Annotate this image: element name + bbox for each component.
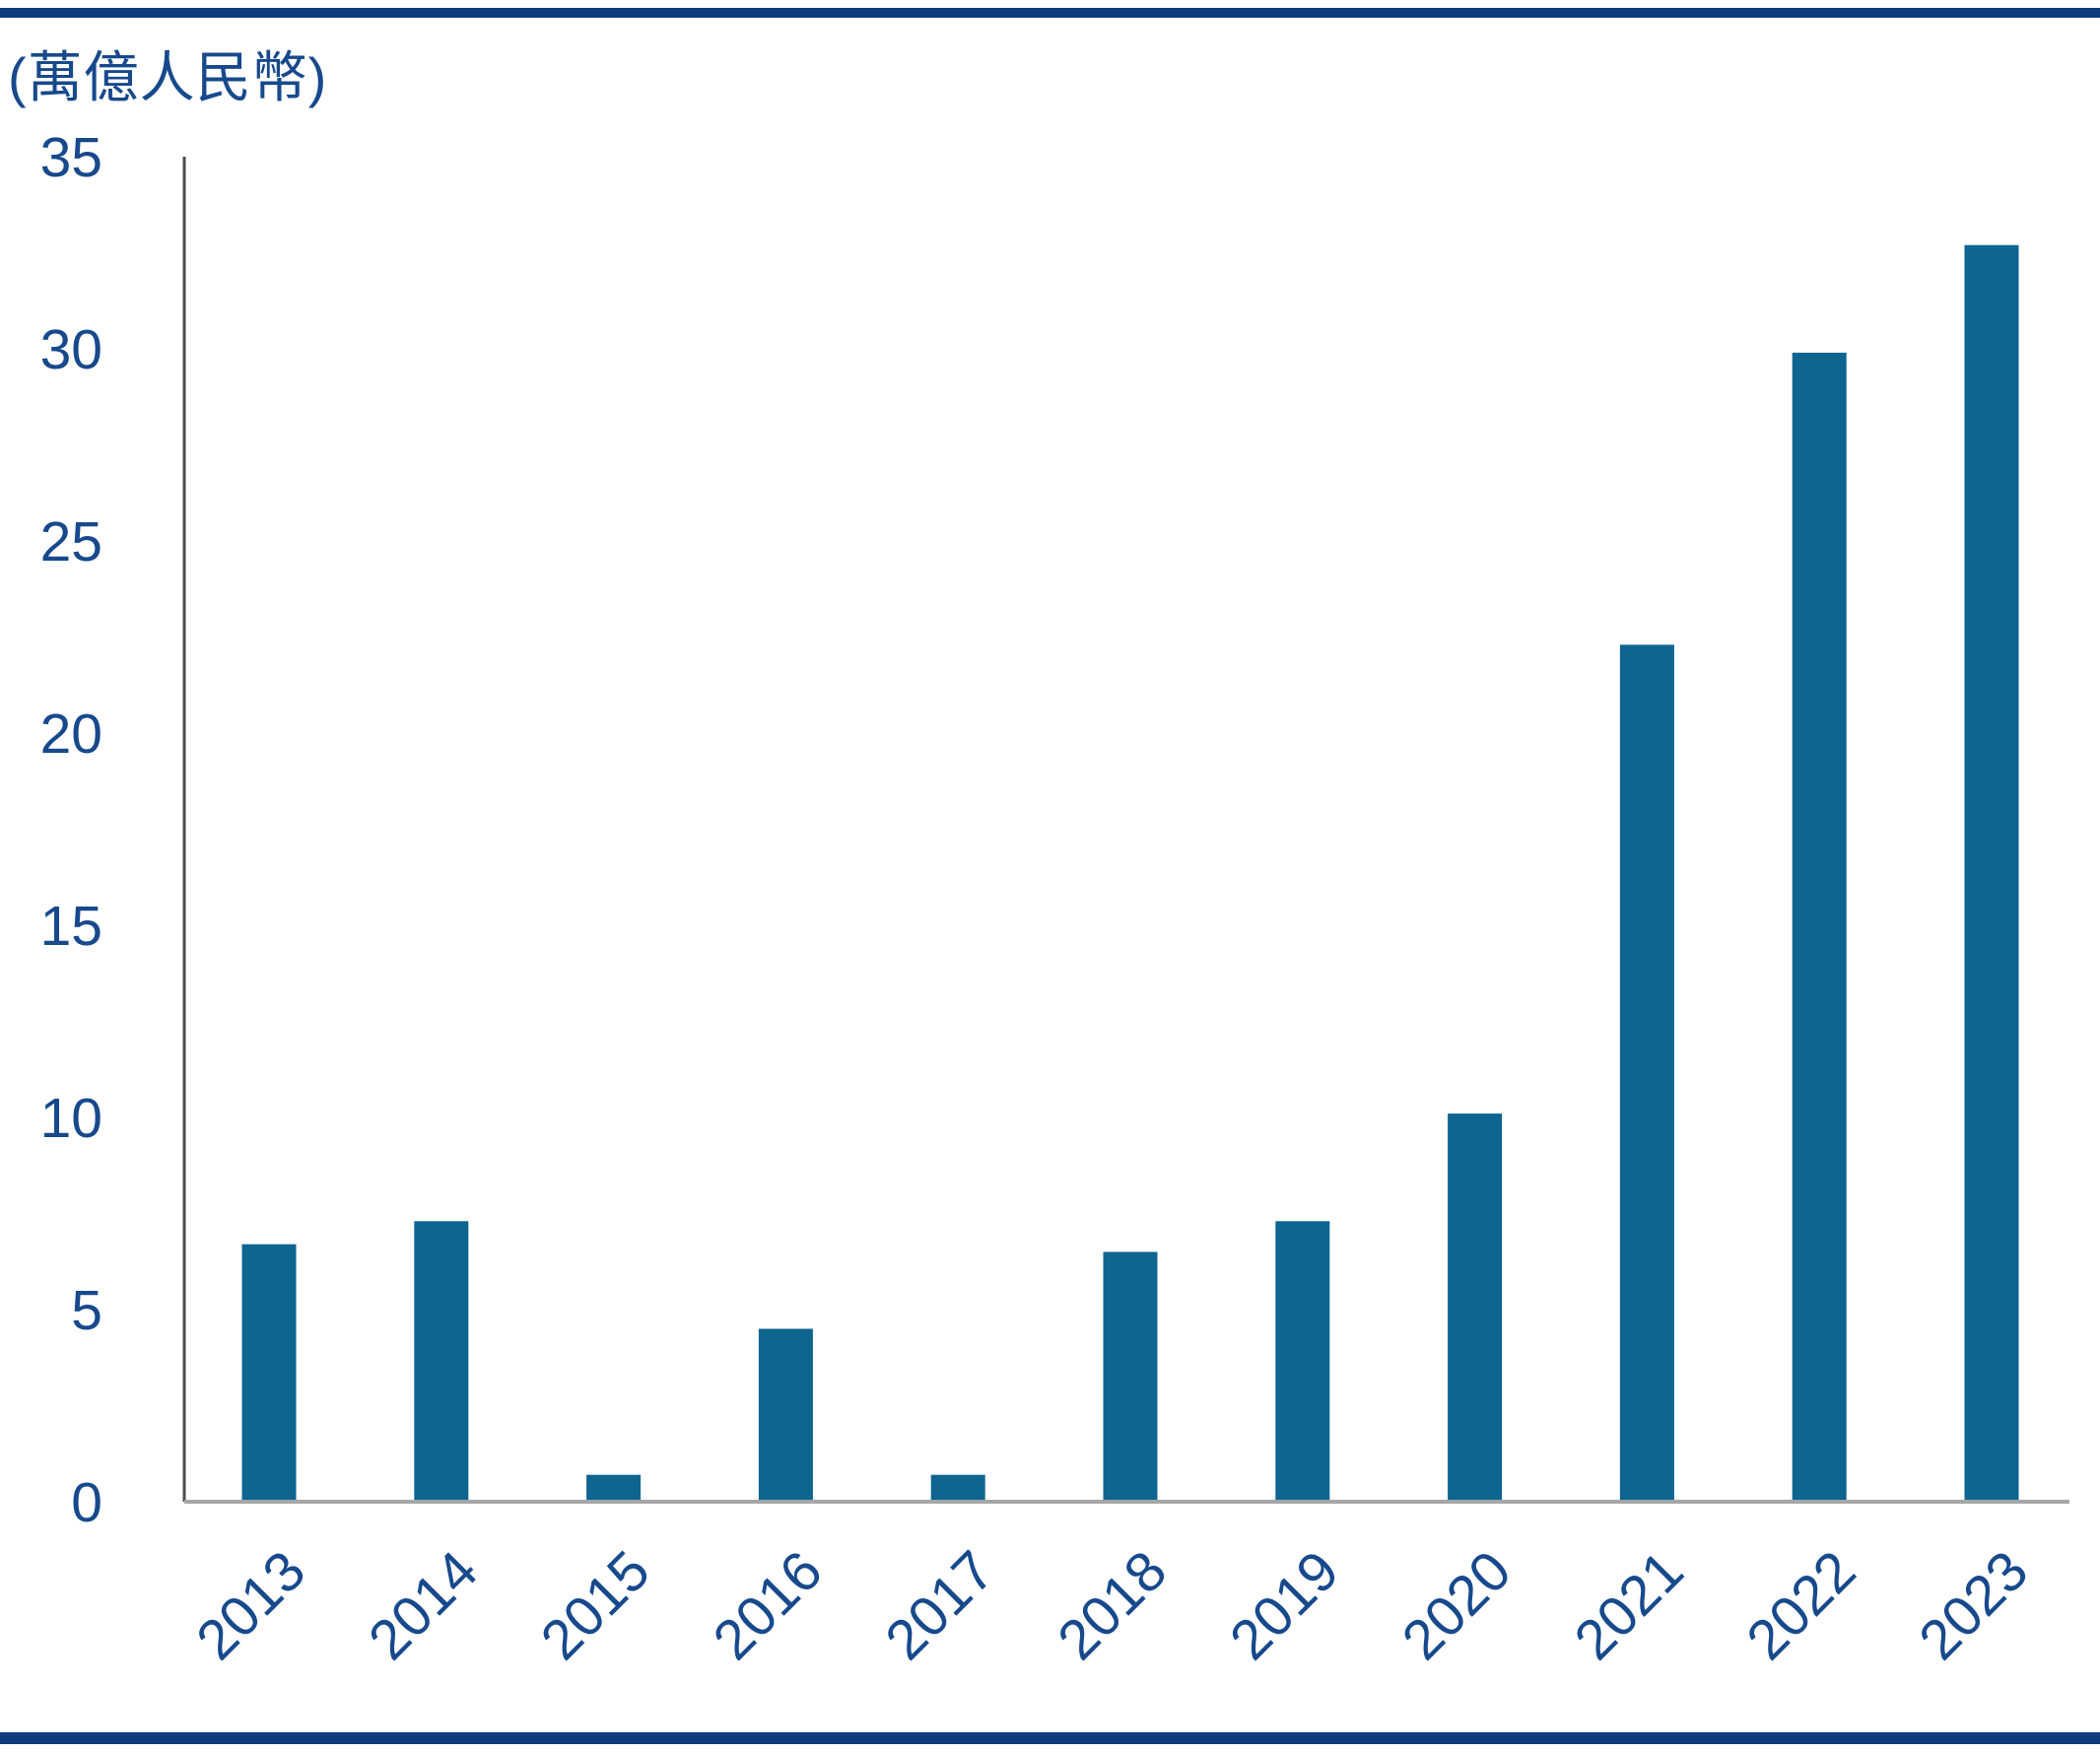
bar-2015 [586, 1474, 642, 1502]
y-tick-label: 10 [40, 1087, 102, 1150]
x-tick-label-2022: 2022 [1734, 1539, 1867, 1672]
bar-2022 [1792, 352, 1847, 1502]
y-tick-label: 25 [40, 510, 102, 573]
bar-2019 [1275, 1221, 1330, 1502]
x-tick-label-2023: 2023 [1907, 1539, 2040, 1672]
bar-2013 [241, 1244, 297, 1502]
bar-2017 [930, 1474, 985, 1502]
x-tick-label-2014: 2014 [357, 1539, 490, 1672]
x-tick-label-2016: 2016 [702, 1539, 835, 1672]
y-tick-label: 5 [71, 1279, 102, 1342]
x-tick-label-2013: 2013 [184, 1539, 317, 1672]
y-tick-label: 0 [71, 1471, 102, 1534]
bar-2014 [414, 1221, 469, 1502]
x-tick-label-2019: 2019 [1218, 1539, 1351, 1672]
x-tick-label-2018: 2018 [1046, 1539, 1179, 1672]
y-tick-label: 20 [40, 703, 102, 766]
x-tick-label-2021: 2021 [1563, 1539, 1696, 1672]
y-tick-label: 30 [40, 318, 102, 381]
x-tick-label-2015: 2015 [529, 1539, 662, 1672]
bar-2018 [1103, 1251, 1158, 1502]
top-rule [0, 8, 2100, 18]
bar-2021 [1619, 644, 1674, 1502]
bottom-rule [0, 1732, 2100, 1744]
x-tick-label-2020: 2020 [1390, 1539, 1524, 1672]
bar-2020 [1448, 1113, 1503, 1502]
y-tick-label: 15 [40, 895, 102, 958]
bar-2023 [1964, 244, 2019, 1503]
y-tick-label: 35 [40, 126, 102, 189]
chart-title: (萬億人民幣) [8, 46, 328, 108]
bar-2016 [758, 1328, 813, 1502]
x-tick-label-2017: 2017 [873, 1539, 1006, 1672]
